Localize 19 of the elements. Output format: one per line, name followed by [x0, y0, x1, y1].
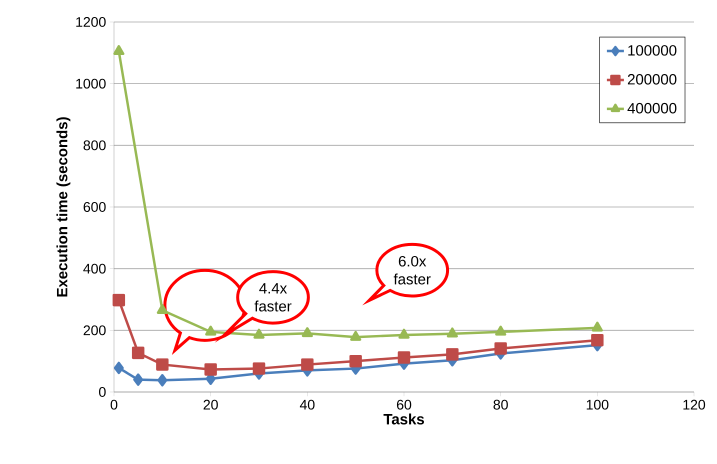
y-tick-label: 400 [83, 264, 106, 274]
legend-label: 100000 [628, 45, 676, 56]
legend-label: 200000 [628, 74, 676, 85]
legend-label: 400000 [627, 102, 676, 114]
y-tick-label: 1000 [76, 78, 106, 89]
y-tick-label: 200 [84, 325, 106, 336]
x-axis-title: Tasks [384, 413, 424, 424]
x-tick-label: 120 [683, 400, 706, 410]
y-tick-label: 800 [84, 140, 106, 150]
x-tick-label: 20 [204, 400, 218, 410]
y-tick-label: 600 [84, 202, 106, 212]
y-tick-label: 0 [99, 387, 106, 397]
y-tick-label: 1200 [76, 17, 106, 27]
x-tick-label: 100 [586, 400, 608, 410]
x-tick-label: 80 [494, 400, 508, 410]
y-axis-title: Execution time (seconds) [56, 117, 70, 297]
x-tick-label: 60 [396, 400, 412, 410]
x-tick-label: 40 [300, 400, 315, 410]
x-tick-label: 0 [110, 400, 118, 410]
